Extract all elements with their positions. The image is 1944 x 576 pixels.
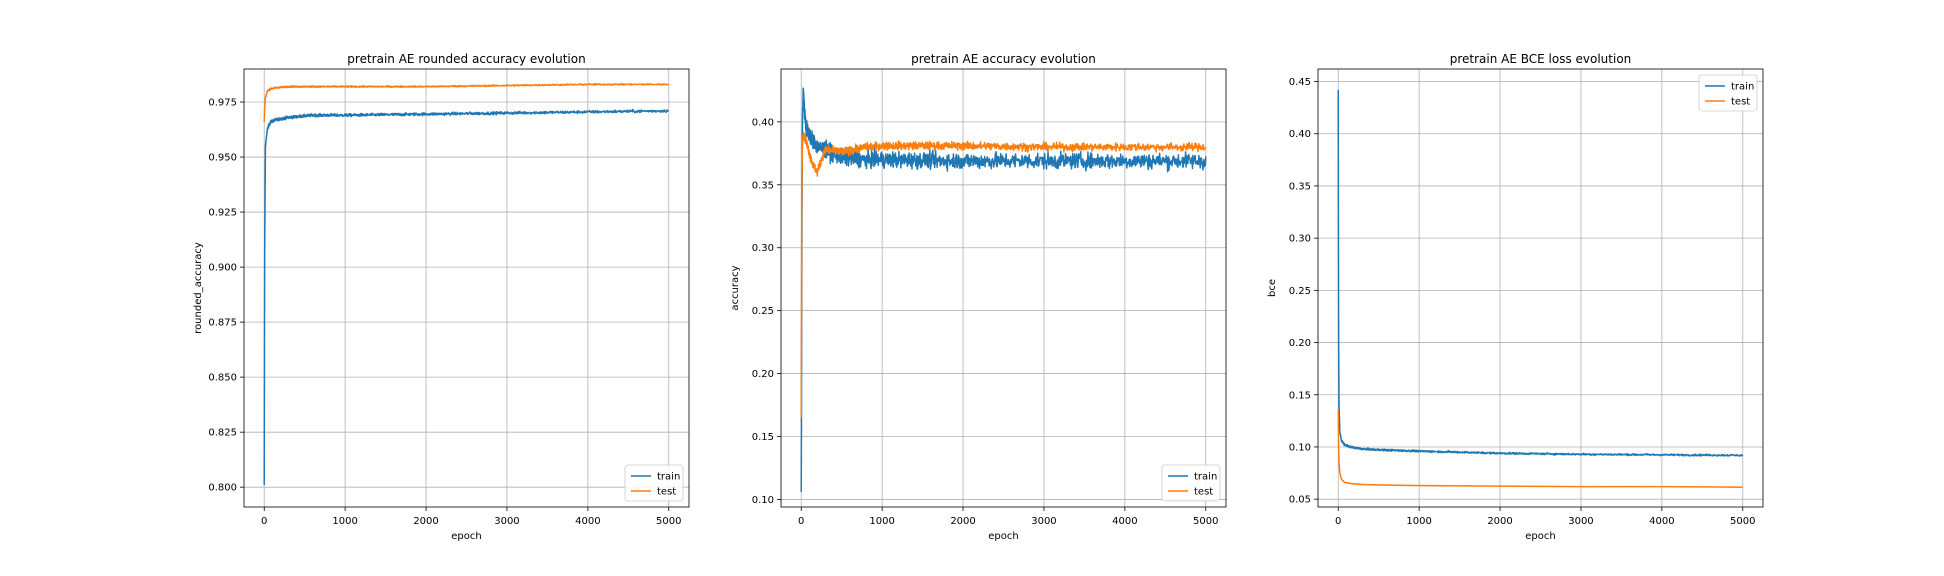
y-tick-label: 0.950 <box>208 153 237 164</box>
chart-title: pretrain AE accuracy evolution <box>911 52 1096 66</box>
y-tick-label: 0.20 <box>752 369 774 380</box>
y-tick-label: 0.975 <box>208 98 237 109</box>
legend-label-train: train <box>657 472 680 483</box>
y-tick-label: 0.800 <box>208 483 237 494</box>
legend: train test <box>624 464 684 502</box>
y-tick-label: 0.35 <box>752 180 774 191</box>
legend-box <box>624 464 684 502</box>
chart-title: pretrain AE BCE loss evolution <box>1450 52 1632 66</box>
y-tick-label: 0.875 <box>208 318 237 329</box>
series-line-test <box>263 82 670 123</box>
x-axis-label: epoch <box>1525 531 1555 542</box>
axes-frame <box>1317 68 1764 508</box>
legend-box <box>1698 74 1758 112</box>
y-tick-label: 0.10 <box>752 495 774 506</box>
axes-frame <box>243 68 690 508</box>
x-tick-label: 5000 <box>656 516 681 527</box>
y-axis-label: accuracy <box>730 265 741 310</box>
x-tick-label: 1000 <box>332 516 357 527</box>
y-tick-label: 0.25 <box>752 306 774 317</box>
x-tick-label: 3000 <box>494 516 519 527</box>
series-line-test <box>1337 410 1744 489</box>
x-axis-label: epoch <box>988 531 1018 542</box>
series-line-train <box>1337 89 1744 457</box>
y-axis-label: bce <box>1267 279 1278 297</box>
x-tick-label: 3000 <box>1568 516 1593 527</box>
y-tick-label: 0.30 <box>1289 234 1311 245</box>
y-tick-label: 0.40 <box>1289 129 1311 140</box>
legend-box <box>1161 464 1221 502</box>
legend-label-test: test <box>1731 97 1750 108</box>
y-tick-label: 0.15 <box>1289 390 1311 401</box>
x-tick-label: 4000 <box>1112 516 1137 527</box>
x-tick-label: 4000 <box>1649 516 1674 527</box>
y-tick-label: 0.10 <box>1289 442 1311 453</box>
chart-title: pretrain AE rounded accuracy evolution <box>347 52 585 66</box>
y-tick-label: 0.850 <box>208 373 237 384</box>
y-tick-label: 0.25 <box>1289 286 1311 297</box>
series-line-train <box>263 108 670 485</box>
x-tick-label: 1000 <box>1406 516 1431 527</box>
x-tick-label: 5000 <box>1193 516 1218 527</box>
subplot-3: 0 1000 2000 3000 4000 5000 0.05 0.10 0.15 0.20 0.2… <box>1267 52 1764 542</box>
y-tick-label: 0.20 <box>1289 338 1311 349</box>
y-tick-label: 0.925 <box>208 208 237 219</box>
y-axis-label: rounded_accuracy <box>193 242 204 334</box>
subplot-1: 0 1000 2000 3000 4000 5000 0.800 0.825 0.850 0.87… <box>193 52 690 542</box>
x-tick-label: 2000 <box>950 516 975 527</box>
legend: train test <box>1698 74 1758 112</box>
x-tick-label: 0 <box>798 516 804 527</box>
y-tick-label: 0.45 <box>1289 77 1311 88</box>
x-tick-label: 2000 <box>413 516 438 527</box>
y-tick-label: 0.900 <box>208 263 237 274</box>
x-tick-label: 0 <box>261 516 267 527</box>
x-tick-label: 1000 <box>869 516 894 527</box>
legend: train test <box>1161 464 1221 502</box>
y-tick-label: 0.35 <box>1289 181 1311 192</box>
x-tick-label: 2000 <box>1487 516 1512 527</box>
y-tick-label: 0.825 <box>208 428 237 439</box>
y-tick-label: 0.05 <box>1289 495 1311 506</box>
x-tick-label: 5000 <box>1730 516 1755 527</box>
legend-label-train: train <box>1194 472 1217 483</box>
legend-label-test: test <box>657 487 676 498</box>
axes-frame <box>780 68 1227 508</box>
x-tick-label: 3000 <box>1031 516 1056 527</box>
y-tick-label: 0.15 <box>752 432 774 443</box>
subplot-2: 0 1000 2000 3000 4000 5000 0.10 0.15 0.20 0.25 0.3… <box>730 52 1227 542</box>
y-tick-label: 0.40 <box>752 117 774 128</box>
x-axis-label: epoch <box>451 531 481 542</box>
legend-label-train: train <box>1731 82 1754 93</box>
x-tick-label: 0 <box>1335 516 1341 527</box>
y-tick-label: 0.30 <box>752 243 774 254</box>
legend-label-test: test <box>1194 487 1213 498</box>
x-tick-label: 4000 <box>575 516 600 527</box>
series-line-test <box>800 131 1207 418</box>
